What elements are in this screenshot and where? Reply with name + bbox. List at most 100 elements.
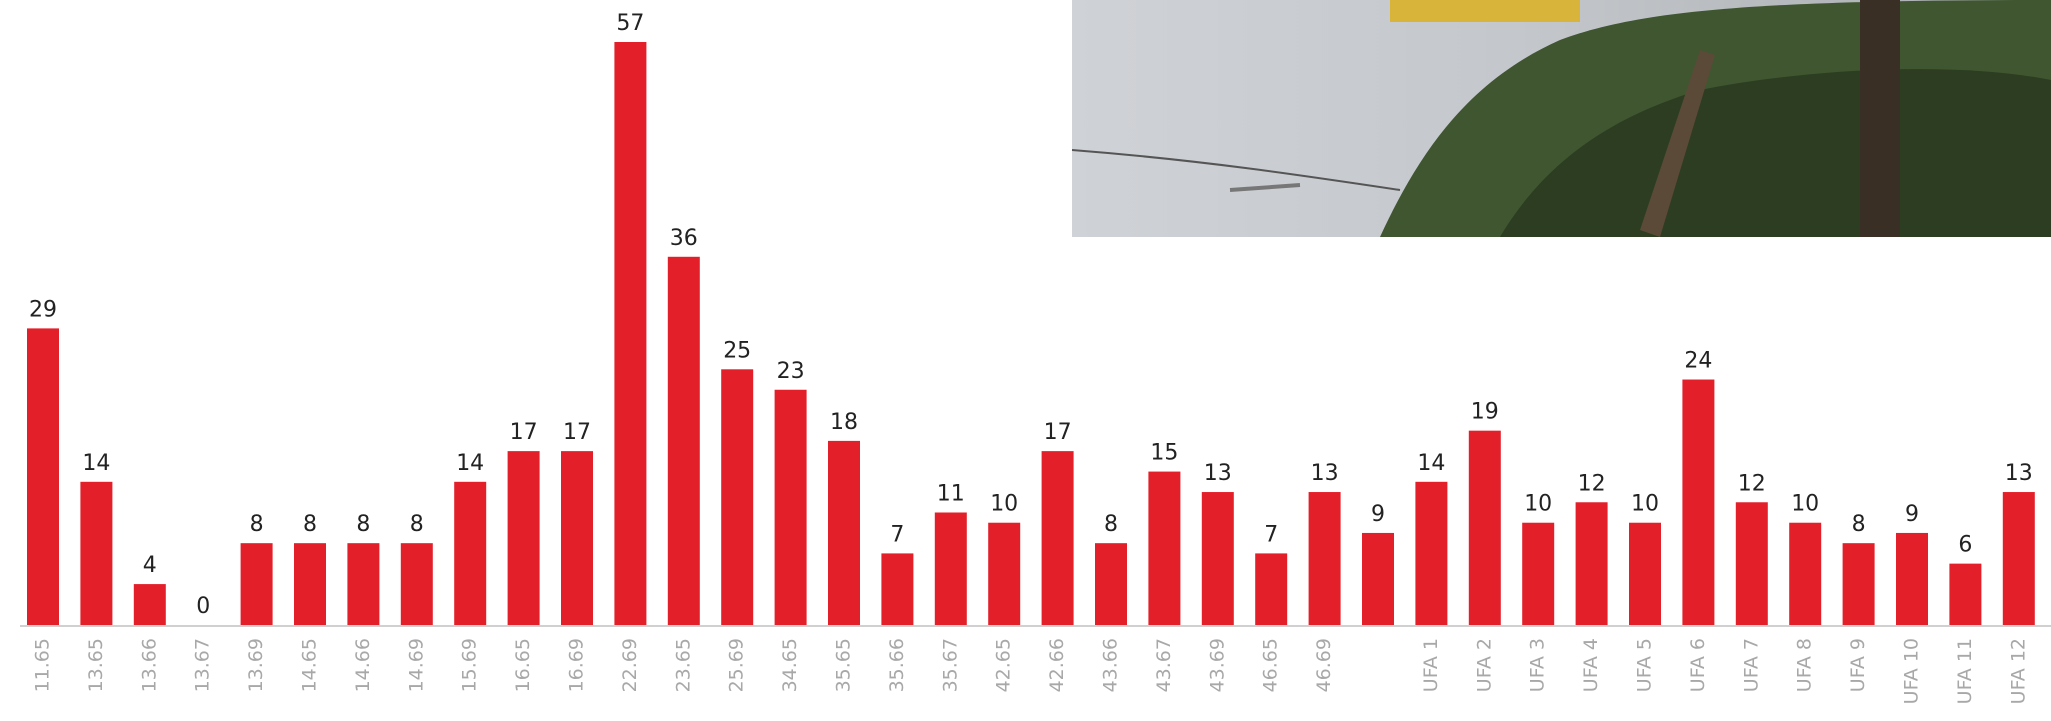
value-label: 0: [196, 594, 210, 619]
value-label: 13: [1311, 461, 1339, 486]
x-tick-label: 15.69: [459, 638, 481, 692]
x-tick-label: 14.65: [299, 638, 321, 692]
bar: [1468, 430, 1501, 625]
photo: [1071, 0, 2051, 237]
value-label: 13: [1204, 461, 1232, 486]
value-label: 8: [356, 512, 370, 537]
value-label: 14: [82, 451, 110, 476]
bar: [881, 553, 914, 625]
bar: [2002, 492, 2035, 625]
x-tick-label: 35.66: [886, 638, 908, 692]
x-tick-label: 43.67: [1153, 638, 1175, 692]
value-label: 10: [1631, 492, 1659, 517]
bar: [454, 481, 487, 625]
bar: [1095, 543, 1127, 625]
value-label: 8: [250, 512, 264, 537]
bar: [1522, 522, 1555, 625]
bar: [828, 440, 860, 625]
x-tick-label: UFA 12: [2007, 638, 2029, 704]
value-label: 24: [1684, 349, 1712, 374]
x-tick-label: 16.69: [566, 638, 588, 692]
value-label: 8: [303, 512, 317, 537]
x-tick-label: 43.69: [1206, 638, 1228, 692]
value-label: 11: [937, 481, 965, 506]
x-tick-label: 23.65: [672, 638, 694, 692]
x-tick-label: 42.65: [993, 638, 1015, 692]
value-label: 17: [563, 420, 591, 445]
x-tick-label: 35.67: [939, 638, 961, 692]
value-label: 9: [1371, 502, 1385, 527]
x-tick-label: 46.69: [1313, 638, 1335, 692]
bar: [1842, 543, 1875, 625]
value-label: 8: [410, 512, 424, 537]
value-label: 15: [1150, 441, 1178, 466]
bar: [934, 512, 967, 625]
bar: [1148, 471, 1181, 625]
x-tick-label: 43.66: [1100, 638, 1122, 692]
value-label: 18: [830, 410, 858, 435]
bar: [1255, 553, 1288, 625]
x-tick-label: UFA 3: [1527, 638, 1549, 692]
x-tick-label: UFA 8: [1794, 638, 1816, 692]
x-tick-label: UFA 5: [1634, 638, 1656, 692]
value-label: 14: [456, 451, 484, 476]
bar: [133, 584, 166, 625]
value-label: 4: [143, 553, 157, 578]
x-tick-label: UFA 11: [1954, 638, 1976, 704]
x-tick-label: 46.65: [1260, 638, 1282, 692]
bar: [774, 389, 807, 625]
value-label: 25: [723, 338, 751, 363]
bar: [561, 451, 593, 625]
bar: [80, 481, 113, 625]
x-tick-label: 34.65: [779, 638, 801, 692]
x-tick-label: 13.69: [245, 638, 267, 692]
bar: [294, 543, 326, 625]
x-tick-label: UFA 4: [1580, 638, 1602, 692]
value-label: 14: [1417, 451, 1445, 476]
bar: [1682, 379, 1715, 625]
bar: [27, 328, 59, 625]
value-label: 12: [1738, 471, 1766, 496]
bar: [1629, 522, 1661, 625]
bar: [1041, 451, 1074, 625]
bar: [1789, 522, 1822, 625]
bar: [1415, 481, 1448, 625]
bar: [400, 543, 433, 625]
x-tick-label: 35.65: [833, 638, 855, 692]
value-label: 13: [2005, 461, 2033, 486]
x-tick-label: UFA 10: [1901, 638, 1923, 704]
x-tick-label: 11.65: [32, 638, 54, 692]
x-tick-label: UFA 1: [1420, 638, 1442, 692]
bar: [1896, 532, 1928, 625]
bar: [721, 369, 754, 625]
value-label: 7: [1264, 522, 1278, 547]
bar: [988, 522, 1021, 625]
bar: [667, 256, 700, 625]
bar: [1949, 563, 1982, 625]
bar: [347, 543, 380, 625]
x-tick-label: UFA 6: [1687, 638, 1709, 692]
value-label: 12: [1578, 471, 1606, 496]
value-label: 9: [1905, 502, 1919, 527]
x-tick-label: 16.65: [512, 638, 534, 692]
x-tick-label: 14.66: [352, 638, 374, 692]
bar: [1735, 502, 1768, 625]
value-label: 10: [990, 492, 1018, 517]
x-tick-label: UFA 2: [1473, 638, 1495, 692]
x-tick-label: 13.66: [138, 638, 160, 692]
bar: [240, 543, 273, 625]
x-tick-label: 14.69: [405, 638, 427, 692]
bar: [1362, 532, 1394, 625]
bar: [1308, 492, 1341, 625]
value-label: 8: [1104, 512, 1118, 537]
value-label: 36: [670, 226, 698, 251]
bar: [1575, 502, 1608, 625]
x-tick-label: 22.69: [619, 638, 641, 692]
value-label: 7: [890, 522, 904, 547]
value-label: 17: [510, 420, 538, 445]
value-label: 23: [777, 359, 805, 384]
x-tick-label: UFA 7: [1740, 638, 1762, 692]
value-label: 10: [1524, 492, 1552, 517]
value-label: 17: [1044, 420, 1072, 445]
